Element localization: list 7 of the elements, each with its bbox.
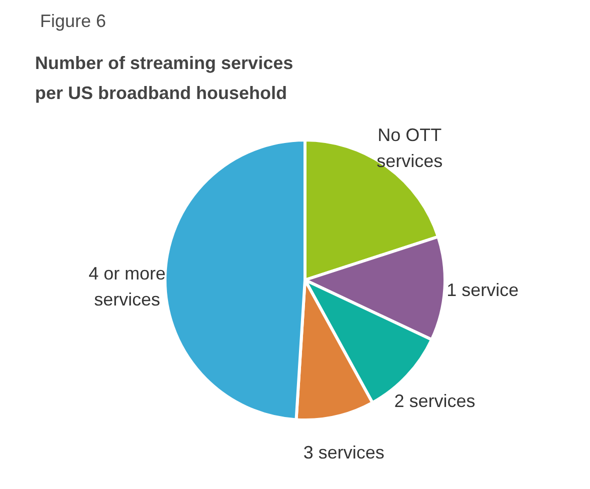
slice-label: 4 or more services (88, 263, 166, 310)
chart-title: Number of streaming services per US broadband household (35, 53, 294, 103)
slice-label: 2 services (394, 390, 476, 411)
slice-label: 3 services (303, 442, 384, 463)
slice-label: No OTT services (376, 124, 443, 171)
caption: Figure 6 (40, 11, 106, 31)
slice-label: 1 service (446, 280, 519, 300)
